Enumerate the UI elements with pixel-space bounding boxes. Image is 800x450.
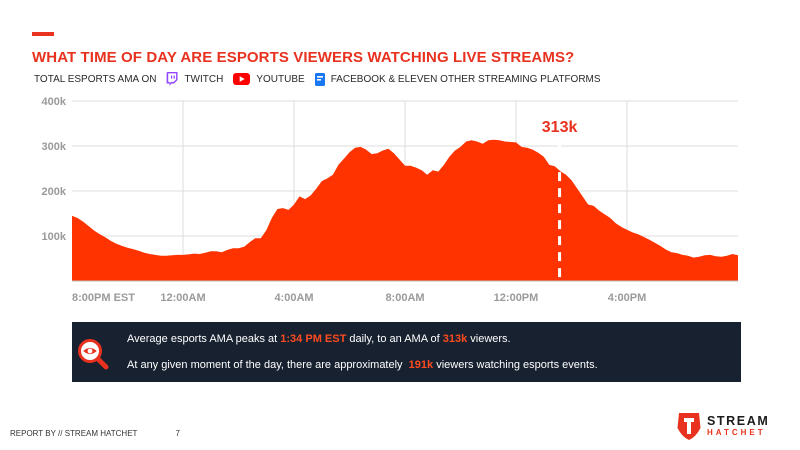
hatchet-shield-icon xyxy=(677,413,701,440)
page-number: 7 xyxy=(175,429,180,438)
x-tick-label: 12:00AM xyxy=(160,292,205,304)
ama-area-series xyxy=(72,139,738,281)
magnifier-eye-icon xyxy=(78,339,109,370)
logo-word-stream: STREAM xyxy=(707,413,770,428)
legend-item-facebook: FACEBOOK & ELEVEN OTHER STREAMING PLATFO… xyxy=(314,72,601,86)
insight-avg-post: viewers watching esports events. xyxy=(433,359,598,371)
legend-text-facebook: FACEBOOK & ELEVEN OTHER STREAMING PLATFO… xyxy=(330,73,601,85)
title-accent-bar xyxy=(32,32,54,36)
legend-label: TOTAL ESPORTS AMA ON xyxy=(34,73,157,85)
footer-report-by: REPORT BY // STREAM HATCHET xyxy=(10,429,138,438)
insight-avg-pre: At any given moment of the day, there ar… xyxy=(127,359,409,371)
insight-peak-mid: daily, to an AMA of xyxy=(346,333,443,345)
stream-hatchet-logo: STREAM HATCHET xyxy=(676,411,769,441)
legend-item-twitch: TWITCH xyxy=(166,72,223,86)
insight-box: Average esports AMA peaks at 1:34 PM EST… xyxy=(72,322,741,382)
page-title: WHAT TIME OF DAY ARE ESPORTS VIEWERS WAT… xyxy=(32,49,575,66)
x-tick-label: 8:00AM xyxy=(385,292,424,304)
x-tick-label: 8:00PM EST xyxy=(72,292,135,304)
peak-label: 313k xyxy=(542,119,578,136)
legend-text-youtube: YOUTUBE xyxy=(256,73,305,85)
insight-peak-pre: Average esports AMA peaks at xyxy=(127,333,281,345)
x-tick-label: 4:00PM xyxy=(608,292,647,304)
ama-area-chart: 313k 100k 200k 300k 400k 8:00PM EST 12:00AM 4:0… xyxy=(42,96,738,304)
legend-text-twitch: TWITCH xyxy=(184,73,224,85)
legend-item-youtube: YOUTUBE xyxy=(233,73,305,85)
insight-peak-time: 1:34 PM EST xyxy=(280,333,347,345)
twitch-icon xyxy=(167,72,178,86)
insight-peak-post: viewers. xyxy=(467,333,511,345)
x-tick-label: 12:00PM xyxy=(494,292,539,304)
y-tick-label: 400k xyxy=(42,96,67,108)
y-tick-label: 200k xyxy=(42,186,67,198)
insight-peak-value: 313k xyxy=(442,333,468,345)
logo-word-hatchet: HATCHET xyxy=(707,428,766,438)
y-tick-label: 300k xyxy=(42,141,67,153)
insight-line-peak: Average esports AMA peaks at 1:34 PM EST… xyxy=(127,333,511,345)
insight-line-average: At any given moment of the day, there ar… xyxy=(127,359,598,371)
facebook-icon xyxy=(314,72,325,86)
platform-legend: TOTAL ESPORTS AMA ON TWITCH YOUTUBE FACE… xyxy=(34,70,611,88)
insight-avg-value: 191k xyxy=(408,359,434,371)
footer: REPORT BY // STREAM HATCHET 7 xyxy=(10,429,180,438)
y-tick-label: 100k xyxy=(42,231,67,243)
logo-text: STREAM HATCHET xyxy=(707,415,769,438)
youtube-icon xyxy=(233,73,251,85)
x-tick-label: 4:00AM xyxy=(274,292,313,304)
